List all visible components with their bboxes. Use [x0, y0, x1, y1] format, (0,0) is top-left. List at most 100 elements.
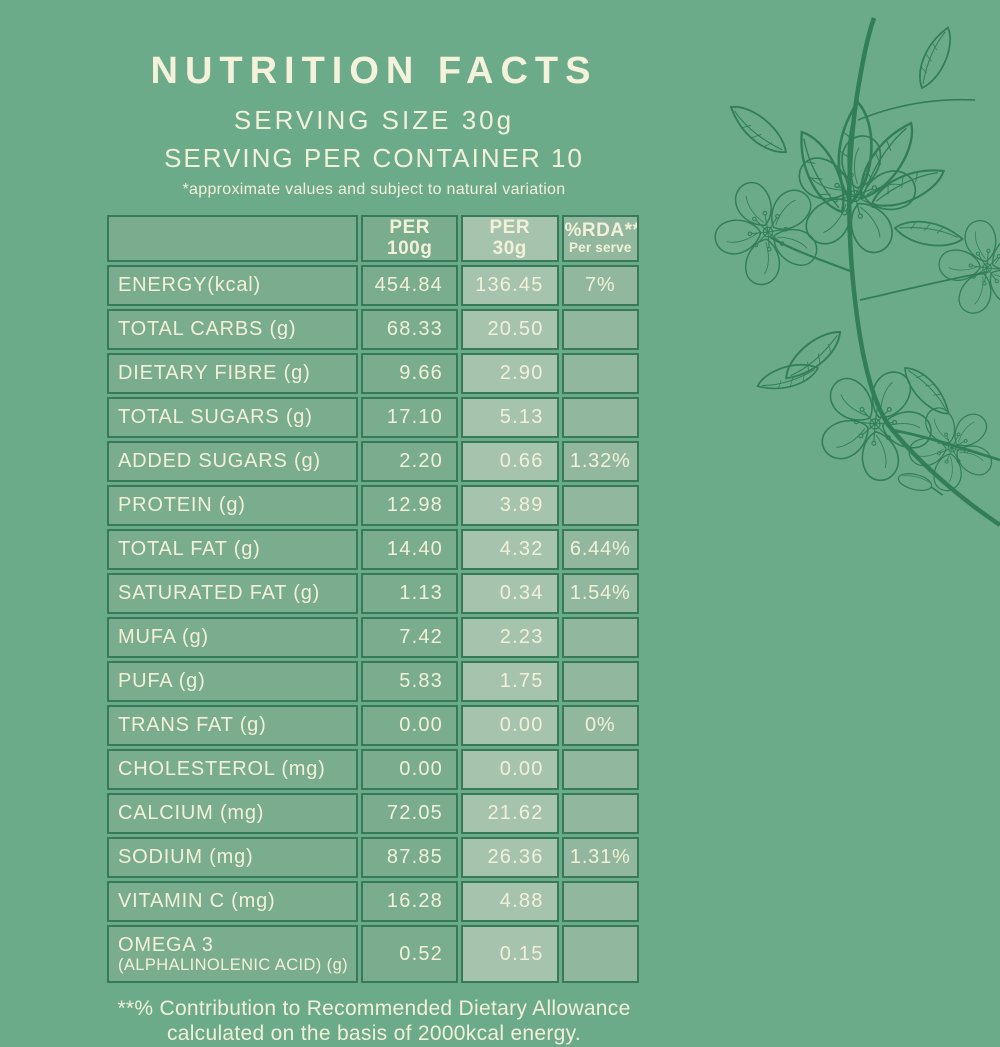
value-per-30g: 21.62: [460, 793, 559, 835]
value-rda: 6.44%: [561, 529, 639, 571]
value-per-100g: 9.66: [361, 353, 458, 395]
rda-footnote: **% Contribution to Recommended Dietary …: [104, 997, 644, 1047]
value-rda: 0%: [561, 705, 639, 747]
nutrient-label-line2: (ALPHALINOLENIC ACID) (g): [118, 955, 349, 974]
value-rda: [561, 749, 639, 791]
table-row-protein: PROTEIN (g) 12.98 3.89: [107, 485, 639, 527]
value-rda: [561, 485, 639, 527]
nutrient-label: OMEGA 3 (ALPHALINOLENIC ACID) (g): [107, 925, 359, 984]
header-per-30g-line2: 30g: [492, 237, 527, 259]
nutrition-panel: NUTRITION FACTS SERVING SIZE 30g SERVING…: [104, 0, 644, 1047]
value-per-100g: 454.84: [361, 265, 458, 307]
table-row-pufa: PUFA (g) 5.83 1.75: [107, 661, 639, 703]
value-rda: [561, 397, 639, 439]
value-rda: [561, 661, 639, 703]
serving-size-text: SERVING SIZE 30g: [233, 105, 515, 135]
value-per-30g: 20.50: [460, 309, 559, 351]
nutrition-table: PER 100g PER 30g %RDA** Per serve ENERGY…: [104, 212, 642, 986]
serving-per-container-text: SERVING PER CONTAINER 10: [164, 143, 584, 173]
value-per-100g: 16.28: [361, 881, 458, 923]
value-per-30g: 4.88: [460, 881, 559, 923]
nutrient-label-line1: OMEGA 3: [118, 933, 214, 956]
nutrient-label: DIETARY FIBRE (g): [107, 353, 359, 395]
value-rda: 7%: [561, 265, 639, 307]
nutrient-label: SODIUM (mg): [107, 837, 359, 879]
value-rda: [561, 617, 639, 659]
value-rda: 1.54%: [561, 573, 639, 615]
header-rda: %RDA** Per serve: [561, 215, 639, 263]
value-per-100g: 87.85: [361, 837, 458, 879]
value-rda: [561, 309, 639, 351]
value-per-100g: 72.05: [361, 793, 458, 835]
value-per-100g: 68.33: [361, 309, 458, 351]
nutrient-label: TOTAL CARBS (g): [107, 309, 359, 351]
approximate-values-note: *approximate values and subject to natur…: [182, 181, 566, 198]
nutrient-label: TOTAL FAT (g): [107, 529, 359, 571]
header-per-30g: PER 30g: [460, 215, 559, 263]
value-per-100g: 2.20: [361, 441, 458, 483]
value-per-100g: 7.42: [361, 617, 458, 659]
table-row-total-sugars: TOTAL SUGARS (g) 17.10 5.13: [107, 397, 639, 439]
rda-footnote-line1: **% Contribution to Recommended Dietary …: [117, 997, 631, 1021]
header-rda-line1: %RDA**: [564, 219, 639, 241]
value-per-30g: 0.34: [460, 573, 559, 615]
value-per-30g: 3.89: [460, 485, 559, 527]
value-rda: [561, 925, 639, 984]
nutrient-label: TOTAL SUGARS (g): [107, 397, 359, 439]
nutrient-label: CHOLESTEROL (mg): [107, 749, 359, 791]
value-per-100g: 0.00: [361, 705, 458, 747]
nutrient-label: SATURATED FAT (g): [107, 573, 359, 615]
value-per-100g: 5.83: [361, 661, 458, 703]
value-per-30g: 5.13: [460, 397, 559, 439]
value-per-100g: 0.52: [361, 925, 458, 984]
table-row-sodium: SODIUM (mg) 87.85 26.36 1.31%: [107, 837, 639, 879]
value-rda: [561, 793, 639, 835]
nutrient-label: MUFA (g): [107, 617, 359, 659]
header-row: PER 100g PER 30g %RDA** Per serve: [107, 215, 639, 263]
table-row-total-carbs: TOTAL CARBS (g) 68.33 20.50: [107, 309, 639, 351]
value-rda: [561, 353, 639, 395]
page-title: NUTRITION FACTS: [150, 50, 598, 92]
header-rda-line2: Per serve: [568, 240, 632, 256]
header-per-30g-line1: PER: [489, 217, 531, 238]
table-row-cholesterol: CHOLESTEROL (mg) 0.00 0.00: [107, 749, 639, 791]
value-per-100g: 14.40: [361, 529, 458, 571]
nutrient-label: CALCIUM (mg): [107, 793, 359, 835]
value-per-30g: 26.36: [460, 837, 559, 879]
value-per-30g: 2.90: [460, 353, 559, 395]
value-per-100g: 12.98: [361, 485, 458, 527]
value-per-30g: 1.75: [460, 661, 559, 703]
apple-blossom-illustration: [690, 0, 1000, 570]
table-row-added-sugars: ADDED SUGARS (g) 2.20 0.66 1.32%: [107, 441, 639, 483]
value-per-100g: 0.00: [361, 749, 458, 791]
table-row-dietary-fibre: DIETARY FIBRE (g) 9.66 2.90: [107, 353, 639, 395]
nutrient-label: PUFA (g): [107, 661, 359, 703]
rda-footnote-line2: calculated on the basis of 2000kcal ener…: [166, 1021, 582, 1045]
nutrient-label: ENERGY(kcal): [107, 265, 359, 307]
nutrient-label: VITAMIN C (mg): [107, 881, 359, 923]
value-per-30g: 0.00: [460, 705, 559, 747]
header-per-100g-line2: 100g: [387, 237, 433, 259]
header-per-100g: PER 100g: [361, 215, 458, 263]
table-row-mufa: MUFA (g) 7.42 2.23: [107, 617, 639, 659]
value-per-30g: 0.66: [460, 441, 559, 483]
value-per-30g: 136.45: [460, 265, 559, 307]
header-per-100g-line1: PER: [389, 217, 430, 238]
value-rda: 1.32%: [561, 441, 639, 483]
table-row-trans-fat: TRANS FAT (g) 0.00 0.00 0%: [107, 705, 639, 747]
value-per-30g: 4.32: [460, 529, 559, 571]
value-per-100g: 1.13: [361, 573, 458, 615]
table-row-omega-3: OMEGA 3 (ALPHALINOLENIC ACID) (g) 0.52 0…: [107, 925, 639, 984]
table-row-total-fat: TOTAL FAT (g) 14.40 4.32 6.44%: [107, 529, 639, 571]
table-row-energy: ENERGY(kcal) 454.84 136.45 7%: [107, 265, 639, 307]
table-row-vitamin-c: VITAMIN C (mg) 16.28 4.88: [107, 881, 639, 923]
table-row-saturated-fat: SATURATED FAT (g) 1.13 0.34 1.54%: [107, 573, 639, 615]
table-row-calcium: CALCIUM (mg) 72.05 21.62: [107, 793, 639, 835]
nutrient-label: ADDED SUGARS (g): [107, 441, 359, 483]
nutrient-label: TRANS FAT (g): [107, 705, 359, 747]
value-rda: 1.31%: [561, 837, 639, 879]
apple-blossom-svg: [690, 17, 1000, 527]
value-per-30g: 0.15: [460, 925, 559, 984]
value-per-30g: 0.00: [460, 749, 559, 791]
value-per-30g: 2.23: [460, 617, 559, 659]
